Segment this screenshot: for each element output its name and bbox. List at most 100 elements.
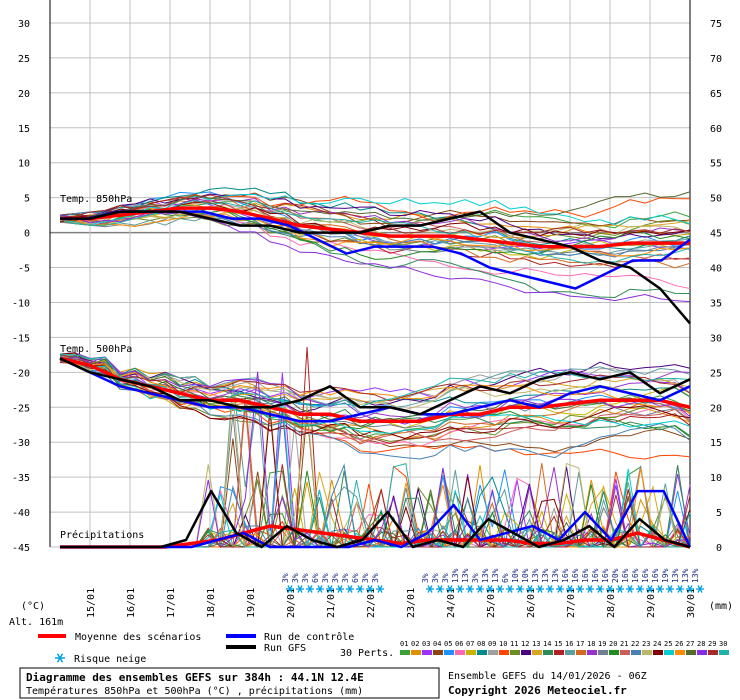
perturbation-850-line bbox=[59, 208, 691, 260]
snowflake-icon bbox=[486, 585, 494, 593]
snowflake-icon bbox=[656, 585, 664, 593]
snowflake-icon bbox=[536, 585, 544, 593]
pert-swatch bbox=[466, 650, 476, 655]
pert-number: 25 bbox=[664, 640, 672, 648]
right-tick-label: 35 bbox=[710, 298, 722, 309]
pert-number: 30 bbox=[719, 640, 727, 648]
legend-snow-label: Risque neige bbox=[74, 654, 146, 665]
label-temp-850: Temp. 850hPa bbox=[60, 194, 132, 205]
pert-number: 14 bbox=[543, 640, 551, 648]
snowflake-icon bbox=[376, 585, 384, 593]
perturbation-500-line bbox=[59, 359, 691, 413]
pert-number: 06 bbox=[455, 640, 463, 648]
snow-risk-value: 13% bbox=[681, 568, 690, 583]
snowflake-icon bbox=[616, 585, 624, 593]
x-axis: 15/01 16/01 17/01 18/01 19/01 20/01 21/01 22/01… bbox=[86, 588, 697, 618]
snowflake-icon bbox=[336, 585, 344, 593]
snowflake-icon bbox=[366, 585, 374, 593]
snow-risk-value: 3% bbox=[371, 573, 380, 583]
x-tick-label: 17/01 bbox=[166, 588, 177, 618]
snow-risk-value: 19% bbox=[661, 568, 670, 583]
snow-risk-value: 13% bbox=[491, 568, 500, 583]
snowflake-icon bbox=[456, 585, 464, 593]
right-tick-label: 25 bbox=[710, 368, 722, 379]
pert-number: 29 bbox=[708, 640, 716, 648]
pert-number: 17 bbox=[576, 640, 584, 648]
snowflake-icon bbox=[566, 585, 574, 593]
x-tick-label: 28/01 bbox=[606, 588, 617, 618]
right-tick-label: 5 bbox=[716, 508, 722, 519]
pert-swatch bbox=[708, 650, 718, 655]
main-series bbox=[59, 206, 692, 549]
pert-swatch bbox=[411, 650, 421, 655]
x-tick-label: 16/01 bbox=[126, 588, 137, 618]
snowflake-icon bbox=[556, 585, 564, 593]
left-tick-label: 5 bbox=[24, 194, 30, 205]
altitude-label: Alt. 161m bbox=[9, 617, 63, 628]
left-tick-label: 30 bbox=[18, 19, 30, 30]
left-tick-label: -10 bbox=[12, 298, 30, 309]
left-tick-label: -5 bbox=[18, 264, 30, 275]
run-info: Ensemble GEFS du 14/01/2026 - 06Z bbox=[448, 671, 647, 682]
pert-swatch bbox=[620, 650, 630, 655]
left-tick-label: -30 bbox=[12, 438, 30, 449]
left-tick-label: -25 bbox=[12, 403, 30, 414]
pert-number: 11 bbox=[510, 640, 518, 648]
x-tick-label: 22/01 bbox=[366, 588, 377, 618]
right-tick-label: 50 bbox=[710, 194, 722, 205]
perturbation-500-line bbox=[59, 355, 691, 413]
pert-number: 20 bbox=[609, 640, 617, 648]
x-tick-label: 27/01 bbox=[566, 588, 577, 618]
legend-mean-label: Moyenne des scénarios bbox=[75, 631, 201, 643]
pert-swatch bbox=[598, 650, 608, 655]
snow-risk-value: 6% bbox=[351, 573, 360, 583]
pert-swatch bbox=[565, 650, 575, 655]
pert-swatch bbox=[664, 650, 674, 655]
perturbation-legend: 01 02 03 04 05 06 07 08 09 10 11 12 13 14 15 16 17 18 19 20… bbox=[400, 640, 729, 655]
snow-risk-value: 16% bbox=[631, 568, 640, 583]
left-tick-label: -20 bbox=[12, 368, 30, 379]
pert-swatch bbox=[499, 650, 509, 655]
perturbation-500-line bbox=[59, 352, 691, 453]
pert-number: 27 bbox=[686, 640, 694, 648]
snow-risk-value: 3% bbox=[361, 573, 370, 583]
x-tick-label: 15/01 bbox=[86, 588, 97, 618]
right-tick-label: 45 bbox=[710, 229, 722, 240]
snow-risk-strip: 3% 3% 3% 6% 3% 3% 3% 6% 3% 3% 3% 3% 3% 13% 13% 3% 13% 13%… bbox=[281, 568, 704, 593]
snowflake-icon bbox=[576, 585, 584, 593]
snow-risk-value: 6% bbox=[311, 573, 320, 583]
left-tick-label: 25 bbox=[18, 54, 30, 65]
pert-number: 02 bbox=[411, 640, 419, 648]
snowflake-icon bbox=[55, 653, 65, 663]
perturbation-500-line bbox=[59, 360, 691, 402]
snowflake-icon bbox=[666, 585, 674, 593]
snow-risk-value: 3% bbox=[321, 573, 330, 583]
pert-swatch bbox=[510, 650, 520, 655]
snowflake-icon bbox=[506, 585, 514, 593]
right-tick-label: 40 bbox=[710, 264, 722, 275]
left-axis: 30 25 20 15 10 5 0 -5 -10 -15 -20 -25 -30 -35 -40 -45 bbox=[12, 19, 30, 554]
pert-swatch bbox=[444, 650, 454, 655]
snow-risk-value: 16% bbox=[571, 568, 580, 583]
series-500hPa-control bbox=[59, 357, 691, 423]
left-tick-label: 15 bbox=[18, 124, 30, 135]
snowflake-icon bbox=[436, 585, 444, 593]
snowflake-icon bbox=[346, 585, 354, 593]
perturbation-850-line bbox=[59, 193, 691, 240]
pert-number: 09 bbox=[488, 640, 496, 648]
snow-risk-value: 13% bbox=[451, 568, 460, 583]
pert-number: 19 bbox=[598, 640, 606, 648]
pert-number: 13 bbox=[532, 640, 540, 648]
snowflake-icon bbox=[466, 585, 474, 593]
perturbation-850-line bbox=[59, 194, 691, 235]
pert-swatch bbox=[609, 650, 619, 655]
right-tick-label: 10 bbox=[710, 473, 722, 484]
left-tick-label: 20 bbox=[18, 89, 30, 100]
snowflake-icon bbox=[326, 585, 334, 593]
pert-number: 04 bbox=[433, 640, 441, 648]
right-axis-unit: (mm) bbox=[709, 601, 733, 612]
snowflake-icon bbox=[516, 585, 524, 593]
left-tick-label: 10 bbox=[18, 159, 30, 170]
